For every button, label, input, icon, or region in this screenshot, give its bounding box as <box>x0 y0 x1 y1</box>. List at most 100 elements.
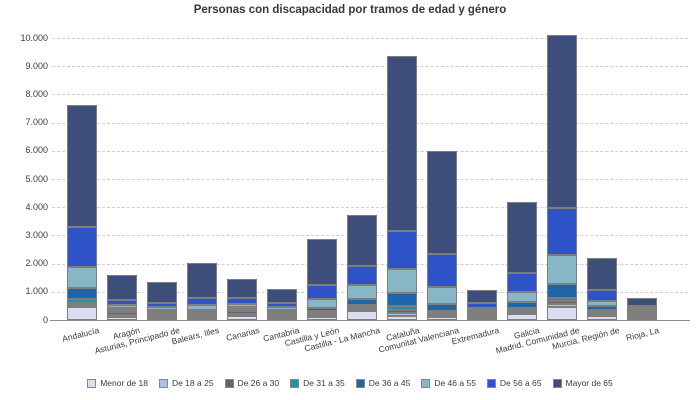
bar-segment[interactable] <box>387 316 417 320</box>
bar-segment[interactable] <box>587 306 617 310</box>
bar-castilla-y-le-n[interactable] <box>307 239 337 320</box>
bar-catalu-a[interactable] <box>387 56 417 320</box>
bar-segment[interactable] <box>227 279 257 298</box>
bar-madrid-comunidad-de[interactable] <box>547 35 577 320</box>
bar-segment[interactable] <box>587 316 617 320</box>
bar-arag-n[interactable] <box>107 275 137 320</box>
bar-segment[interactable] <box>467 318 497 320</box>
legend-item[interactable]: De 18 a 25 <box>158 378 214 388</box>
bar-segment[interactable] <box>467 310 497 312</box>
bar-segment[interactable] <box>227 304 257 307</box>
bar-segment[interactable] <box>67 227 97 267</box>
bar-segment[interactable] <box>627 298 657 306</box>
bar-segment[interactable] <box>387 293 417 306</box>
bar-segment[interactable] <box>427 287 457 304</box>
bar-segment[interactable] <box>67 305 97 307</box>
bar-segment[interactable] <box>627 310 657 312</box>
bar-segment[interactable] <box>507 314 537 320</box>
bar-segment[interactable] <box>507 312 537 314</box>
bar-rioja-la[interactable] <box>627 298 657 320</box>
bar-comunitat-valenciana[interactable] <box>427 151 457 320</box>
legend-item[interactable]: Mayor de 65 <box>552 378 613 388</box>
bar-segment[interactable] <box>427 311 457 313</box>
bar-segment[interactable] <box>187 305 217 310</box>
bar-segment[interactable] <box>587 290 617 301</box>
bar-segment[interactable] <box>187 312 217 314</box>
bar-segment[interactable] <box>507 273 537 292</box>
bar-segment[interactable] <box>67 299 97 303</box>
bar-segment[interactable] <box>147 316 177 318</box>
bar-segment[interactable] <box>307 299 337 308</box>
bar-segment[interactable] <box>627 314 657 316</box>
bar-segment[interactable] <box>347 266 377 285</box>
bar-segment[interactable] <box>387 313 417 316</box>
bar-segment[interactable] <box>267 289 297 303</box>
bar-segment[interactable] <box>547 208 577 255</box>
bar-segment[interactable] <box>347 307 377 309</box>
bar-segment[interactable] <box>267 316 297 318</box>
legend-item[interactable]: De 31 a 35 <box>290 378 345 388</box>
bar-segment[interactable] <box>107 310 137 312</box>
bar-segment[interactable] <box>187 310 217 312</box>
bar-segment[interactable] <box>347 309 377 311</box>
bar-segment[interactable] <box>587 301 617 306</box>
legend-item[interactable]: De 36 a 45 <box>355 378 410 388</box>
bar-segment[interactable] <box>507 202 537 273</box>
bar-segment[interactable] <box>307 317 337 320</box>
bar-segment[interactable] <box>427 313 457 315</box>
bar-segment[interactable] <box>147 282 177 303</box>
bar-segment[interactable] <box>267 312 297 314</box>
bar-segment[interactable] <box>187 314 217 316</box>
bar-segment[interactable] <box>307 239 337 285</box>
bar-segment[interactable] <box>387 231 417 269</box>
bar-segment[interactable] <box>227 298 257 304</box>
bar-segment[interactable] <box>67 303 97 305</box>
bar-asturias-principado-de[interactable] <box>147 282 177 320</box>
bar-segment[interactable] <box>627 306 657 308</box>
bar-segment[interactable] <box>307 308 337 311</box>
bar-segment[interactable] <box>427 315 457 317</box>
bar-segment[interactable] <box>267 310 297 312</box>
bar-segment[interactable] <box>547 284 577 298</box>
bar-segment[interactable] <box>347 299 377 305</box>
bar-segment[interactable] <box>347 285 377 299</box>
bar-segment[interactable] <box>187 318 217 320</box>
bar-segment[interactable] <box>227 316 257 320</box>
bar-segment[interactable] <box>587 314 617 316</box>
bar-segment[interactable] <box>587 312 617 314</box>
bar-segment[interactable] <box>107 300 137 305</box>
bar-segment[interactable] <box>427 254 457 287</box>
bar-segment[interactable] <box>627 308 657 310</box>
bar-segment[interactable] <box>107 308 137 310</box>
bar-segment[interactable] <box>227 307 257 309</box>
bar-segment[interactable] <box>267 314 297 316</box>
bar-segment[interactable] <box>147 318 177 320</box>
bar-segment[interactable] <box>507 292 537 302</box>
bar-segment[interactable] <box>307 315 337 317</box>
bar-segment[interactable] <box>267 303 297 307</box>
bar-segment[interactable] <box>467 312 497 314</box>
bar-segment[interactable] <box>347 305 377 307</box>
bar-segment[interactable] <box>627 318 657 320</box>
bar-segment[interactable] <box>467 314 497 316</box>
bar-segment[interactable] <box>107 275 137 300</box>
bar-segment[interactable] <box>387 56 417 231</box>
bar-segment[interactable] <box>107 317 137 320</box>
bar-segment[interactable] <box>147 310 177 312</box>
bar-segment[interactable] <box>467 308 497 310</box>
bar-segment[interactable] <box>547 298 577 301</box>
bar-segment[interactable] <box>307 313 337 315</box>
bar-segment[interactable] <box>347 215 377 266</box>
bar-segment[interactable] <box>147 314 177 316</box>
bar-segment[interactable] <box>547 301 577 304</box>
bar-segment[interactable] <box>67 288 97 299</box>
legend-item[interactable]: De 56 a 65 <box>486 378 542 388</box>
bar-segment[interactable] <box>507 308 537 310</box>
bar-segment[interactable] <box>427 304 457 311</box>
bar-segment[interactable] <box>587 310 617 312</box>
bar-segment[interactable] <box>147 312 177 314</box>
bar-segment[interactable] <box>427 317 457 320</box>
bar-segment[interactable] <box>467 316 497 318</box>
bar-segment[interactable] <box>547 255 577 284</box>
bar-segment[interactable] <box>187 298 217 305</box>
